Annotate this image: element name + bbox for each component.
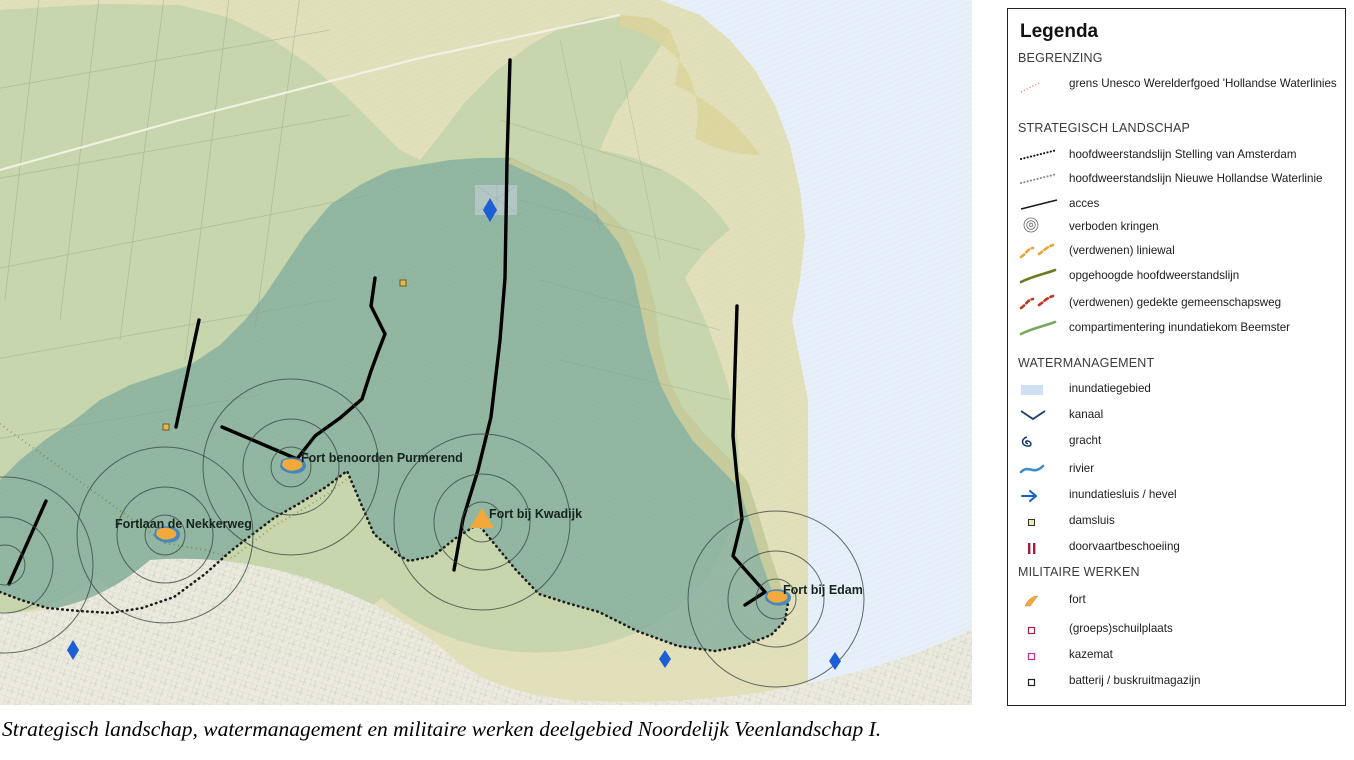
svg-text:Fort benoorden Purmerend: Fort benoorden Purmerend: [301, 451, 463, 465]
svg-text:Fort bij Edam: Fort bij Edam: [783, 583, 863, 597]
svg-text:Fort bij Kwadijk: Fort bij Kwadijk: [489, 507, 582, 521]
svg-text:Fortlaan de Nekkerweg: Fortlaan de Nekkerweg: [115, 517, 252, 531]
